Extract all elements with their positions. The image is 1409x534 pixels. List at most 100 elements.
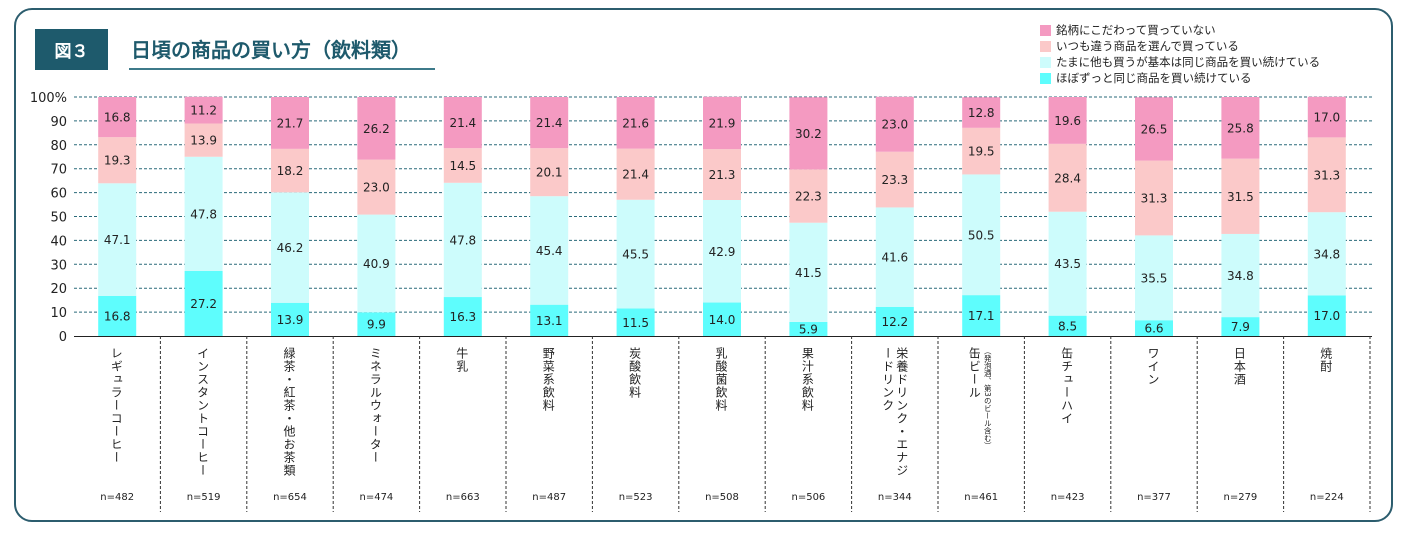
bar-segment	[703, 200, 741, 303]
data-label: 13.9	[277, 313, 304, 327]
data-label: 40.9	[363, 257, 390, 271]
category-label: 緑茶・紅茶・他お茶類	[282, 347, 296, 477]
bar-segment	[1221, 97, 1260, 159]
bar-segment	[703, 149, 741, 201]
data-label: 47.8	[449, 233, 476, 247]
data-label: 31.3	[1141, 191, 1168, 205]
bar-segment	[530, 97, 569, 149]
sample-size-label: n=508	[705, 492, 739, 503]
category-label: 果汁系飲料	[800, 347, 815, 412]
data-label: 34.8	[1313, 247, 1340, 261]
data-label: 21.4	[449, 116, 476, 130]
bar-segment	[1135, 320, 1173, 336]
data-label: 41.5	[795, 266, 822, 280]
sample-size-label: n=224	[1309, 492, 1344, 503]
y-tick-label: 20	[50, 282, 67, 297]
legend-swatch	[1040, 24, 1051, 36]
bar-segment	[98, 295, 137, 336]
data-label: 50.5	[968, 228, 995, 242]
bar-segment	[1048, 211, 1087, 316]
category-label: 炭酸飲料	[627, 347, 642, 399]
bar-segment	[1307, 212, 1346, 296]
data-label: 23.0	[881, 118, 908, 132]
data-label: 45.4	[536, 244, 563, 258]
bar-segment	[789, 97, 828, 170]
bar-segment	[616, 199, 655, 309]
legend-item: ほぼずっと同じ商品を買い続けている	[1040, 70, 1320, 86]
data-label: 27.2	[190, 297, 217, 311]
data-label: 41.6	[881, 251, 908, 265]
bar-segment	[357, 214, 396, 313]
y-tick-label: 40	[50, 234, 67, 249]
legend-swatch	[1040, 56, 1051, 68]
y-tick-label: 50	[50, 211, 67, 226]
category-label: ミネラルウォーター	[368, 347, 383, 464]
bar-segment	[443, 148, 482, 183]
data-label: 34.8	[1227, 269, 1254, 283]
data-label: 26.5	[1141, 122, 1168, 136]
category-label: 焼酎	[1318, 347, 1333, 373]
y-tick-label: 60	[50, 187, 67, 202]
sample-size-label: n=279	[1223, 492, 1258, 503]
bar-segment	[789, 222, 828, 322]
data-label: 45.5	[622, 248, 649, 262]
sample-size-label: n=519	[186, 492, 221, 503]
sample-size-label: n=377	[1137, 492, 1171, 503]
data-label: 23.0	[363, 181, 390, 195]
bar-segment	[1048, 315, 1087, 336]
data-label: 18.2	[277, 164, 304, 178]
bar-segment	[357, 97, 396, 160]
bar-segment	[357, 312, 396, 336]
data-label: 19.3	[104, 154, 131, 168]
data-label: 46.2	[277, 241, 304, 255]
data-label: 42.9	[709, 245, 736, 259]
bar-segment	[271, 192, 309, 303]
y-tick-label: 90	[50, 115, 67, 130]
bar-segment	[789, 321, 828, 336]
legend-swatch	[1040, 40, 1051, 52]
data-label: 25.8	[1227, 121, 1254, 135]
y-tick-label: 70	[50, 163, 67, 178]
sample-size-label: n=506	[791, 492, 826, 503]
data-label: 13.9	[190, 134, 217, 148]
bar-segment	[443, 182, 482, 298]
bar-segment	[98, 137, 137, 184]
legend-label: いつも違う商品を選んで買っている	[1056, 39, 1239, 53]
sample-size-label: n=654	[273, 492, 307, 503]
data-label: 35.5	[1141, 271, 1168, 285]
sample-size-label: n=523	[618, 492, 653, 503]
data-label: 22.3	[795, 190, 822, 204]
data-label: 11.5	[622, 316, 649, 330]
bar-segment	[1135, 160, 1173, 236]
bar-segment	[616, 308, 655, 336]
data-label: 16.3	[449, 310, 476, 324]
bar-segment	[875, 207, 914, 307]
data-label: 17.0	[1313, 309, 1340, 323]
bar-segment	[962, 295, 1001, 336]
data-label: 31.3	[1313, 168, 1340, 182]
bar-segment	[271, 302, 309, 336]
bar-segment	[962, 174, 1001, 296]
data-label: 43.5	[1054, 257, 1081, 271]
bar-segment	[184, 270, 223, 336]
y-tick-label: 100%	[30, 91, 67, 106]
data-label: 19.5	[968, 145, 995, 159]
category-label: 牛乳	[454, 347, 469, 373]
legend-item: たまに他も買うが基本は同じ商品を買い続けている	[1040, 54, 1320, 70]
data-label: 14.5	[449, 159, 476, 173]
data-label: 21.4	[622, 168, 649, 182]
bar-segment	[1135, 97, 1173, 161]
data-label: 14.0	[709, 313, 736, 327]
category-sublabel: （発泡酒、第3のビール含む）	[983, 347, 993, 450]
bar-segment	[1221, 158, 1260, 234]
bar-segment	[443, 297, 482, 336]
data-label: 17.1	[968, 309, 995, 323]
bar-segment	[98, 97, 137, 138]
category-label: レギュラーコーヒー	[109, 347, 124, 464]
sample-size-label: n=474	[359, 492, 394, 503]
category-label: ワイン	[1146, 347, 1160, 386]
bar-segment	[530, 304, 569, 336]
title-underline	[129, 68, 435, 70]
data-label: 28.4	[1054, 171, 1081, 185]
data-label: 13.1	[536, 314, 563, 328]
